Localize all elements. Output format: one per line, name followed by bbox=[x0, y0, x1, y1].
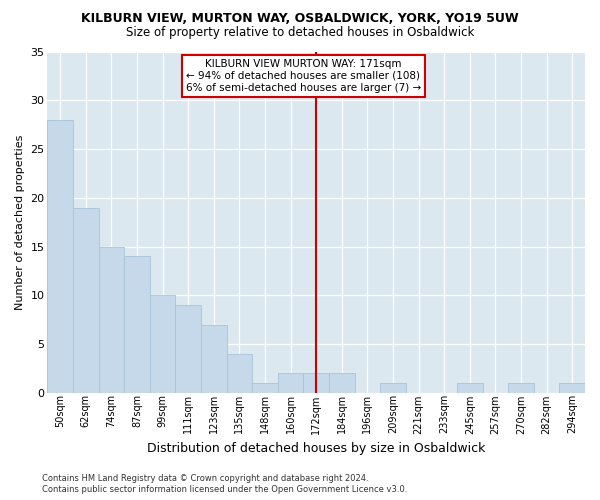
Y-axis label: Number of detached properties: Number of detached properties bbox=[15, 134, 25, 310]
Bar bbox=[227, 354, 252, 393]
Bar bbox=[150, 296, 175, 393]
Text: KILBURN VIEW MURTON WAY: 171sqm
← 94% of detached houses are smaller (108)
6% of: KILBURN VIEW MURTON WAY: 171sqm ← 94% of… bbox=[186, 60, 421, 92]
Bar bbox=[508, 383, 534, 393]
Text: KILBURN VIEW, MURTON WAY, OSBALDWICK, YORK, YO19 5UW: KILBURN VIEW, MURTON WAY, OSBALDWICK, YO… bbox=[81, 12, 519, 26]
X-axis label: Distribution of detached houses by size in Osbaldwick: Distribution of detached houses by size … bbox=[147, 442, 485, 455]
Bar bbox=[559, 383, 585, 393]
Bar bbox=[278, 374, 304, 393]
Bar bbox=[175, 305, 201, 393]
Bar bbox=[73, 208, 98, 393]
Text: Contains HM Land Registry data © Crown copyright and database right 2024.
Contai: Contains HM Land Registry data © Crown c… bbox=[42, 474, 407, 494]
Bar bbox=[329, 374, 355, 393]
Bar bbox=[380, 383, 406, 393]
Bar bbox=[47, 120, 73, 393]
Bar bbox=[457, 383, 482, 393]
Bar bbox=[124, 256, 150, 393]
Bar bbox=[252, 383, 278, 393]
Text: Size of property relative to detached houses in Osbaldwick: Size of property relative to detached ho… bbox=[126, 26, 474, 39]
Bar bbox=[98, 246, 124, 393]
Bar bbox=[201, 324, 227, 393]
Bar bbox=[304, 374, 329, 393]
